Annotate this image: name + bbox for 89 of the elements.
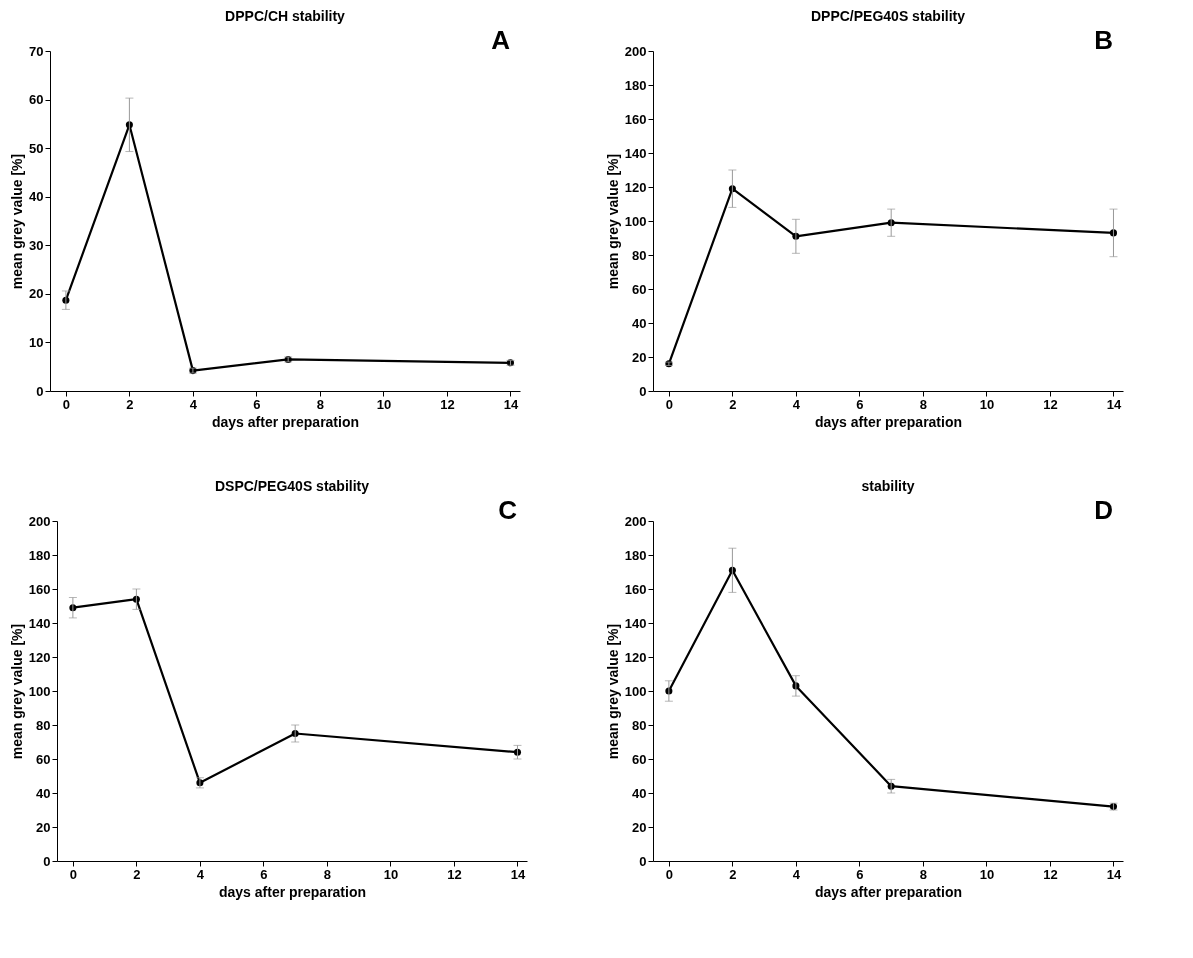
y-axis-title: mean grey value [%] (604, 153, 621, 290)
x-tick-label: 10 (979, 396, 995, 412)
y-tick-label: 40 (36, 785, 51, 801)
y-tick-label: 120 (624, 649, 647, 665)
y-tick-label: 40 (632, 785, 647, 801)
x-tick-label: 14 (510, 866, 526, 882)
x-tick-label: 14 (503, 396, 519, 412)
y-tick-label: 120 (624, 179, 647, 195)
y-tick-label: 100 (28, 683, 51, 699)
x-tick-label: 6 (260, 866, 268, 882)
x-tick-label: 14 (1106, 866, 1122, 882)
annotation: B (1094, 25, 1113, 55)
x-tick-label: 6 (856, 866, 864, 882)
annotation: C (498, 495, 518, 525)
y-tick-label: 120 (28, 649, 51, 665)
x-tick-label: 6 (856, 396, 864, 412)
y-tick-label: 80 (632, 247, 647, 263)
y-tick-label: 200 (624, 513, 647, 529)
x-axis-title: days after preparation (814, 413, 963, 430)
x-tick-label: 4 (196, 866, 205, 882)
y-tick-label: 160 (624, 581, 647, 597)
y-tick-label: 200 (624, 43, 647, 59)
x-tick-label: 8 (919, 396, 928, 412)
y-tick-label: 20 (36, 819, 51, 835)
y-tick-label: 200 (28, 513, 51, 529)
x-tick-label: 12 (1043, 866, 1058, 882)
y-tick-label: 50 (29, 140, 44, 156)
x-tick-label: 2 (126, 396, 134, 412)
y-tick-label: 40 (632, 315, 647, 331)
x-tick-label: 10 (376, 396, 392, 412)
y-tick-label: 180 (624, 547, 647, 563)
y-tick-label: 160 (624, 111, 647, 127)
y-tick-label: 30 (29, 237, 44, 253)
y-tick-label: 160 (28, 581, 51, 597)
y-tick-label: 10 (29, 334, 44, 350)
y-axis-title: mean grey value [%] (604, 623, 621, 760)
chart-title: DPPC/PEG40S stability (810, 8, 966, 24)
chart-title: stability (861, 478, 915, 494)
x-tick-label: 10 (979, 866, 995, 882)
x-tick-label: 12 (1043, 396, 1058, 412)
x-tick-label: 0 (62, 396, 70, 412)
x-tick-label: 8 (919, 866, 928, 882)
annotation: A (491, 25, 511, 55)
y-tick-label: 140 (624, 615, 647, 631)
y-tick-label: 100 (624, 683, 647, 699)
x-tick-label: 14 (1106, 396, 1122, 412)
y-tick-label: 20 (29, 286, 44, 302)
x-tick-label: 8 (323, 866, 332, 882)
x-tick-label: 2 (729, 396, 737, 412)
x-axis-title: days after preparation (814, 883, 963, 900)
y-tick-label: 60 (632, 751, 647, 767)
x-tick-label: 2 (729, 866, 737, 882)
y-axis-title: mean grey value [%] (9, 153, 26, 290)
y-tick-label: 0 (36, 383, 44, 399)
chart-title: DSPC/PEG40S stability (214, 478, 370, 494)
y-tick-label: 0 (639, 383, 647, 399)
y-tick-label: 60 (29, 92, 44, 108)
x-tick-label: 4 (189, 396, 198, 412)
y-tick-label: 40 (29, 189, 44, 205)
y-tick-label: 180 (624, 77, 647, 93)
y-axis-title: mean grey value [%] (8, 623, 25, 760)
y-tick-label: 80 (632, 717, 647, 733)
y-tick-label: 0 (639, 853, 647, 869)
annotation: D (1094, 495, 1113, 525)
x-tick-label: 4 (792, 396, 801, 412)
y-tick-label: 180 (28, 547, 51, 563)
y-tick-label: 70 (29, 43, 44, 59)
x-tick-label: 8 (316, 396, 325, 412)
chart-title: DPPC/CH stability (225, 8, 346, 24)
x-tick-label: 2 (133, 866, 141, 882)
y-tick-label: 140 (28, 615, 51, 631)
y-tick-label: 20 (632, 819, 647, 835)
x-tick-label: 0 (665, 866, 673, 882)
x-tick-label: 0 (69, 866, 77, 882)
x-tick-label: 12 (440, 396, 455, 412)
x-axis-title: days after preparation (211, 413, 360, 430)
x-tick-label: 4 (792, 866, 801, 882)
x-tick-label: 12 (447, 866, 462, 882)
y-tick-label: 0 (43, 853, 51, 869)
x-axis-title: days after preparation (218, 883, 367, 900)
y-tick-label: 100 (624, 213, 647, 229)
y-tick-label: 80 (36, 717, 51, 733)
x-tick-label: 0 (665, 396, 673, 412)
y-tick-label: 20 (632, 349, 647, 365)
y-tick-label: 140 (624, 145, 647, 161)
x-tick-label: 6 (253, 396, 261, 412)
y-tick-label: 60 (36, 751, 51, 767)
y-tick-label: 60 (632, 281, 647, 297)
x-tick-label: 10 (383, 866, 399, 882)
